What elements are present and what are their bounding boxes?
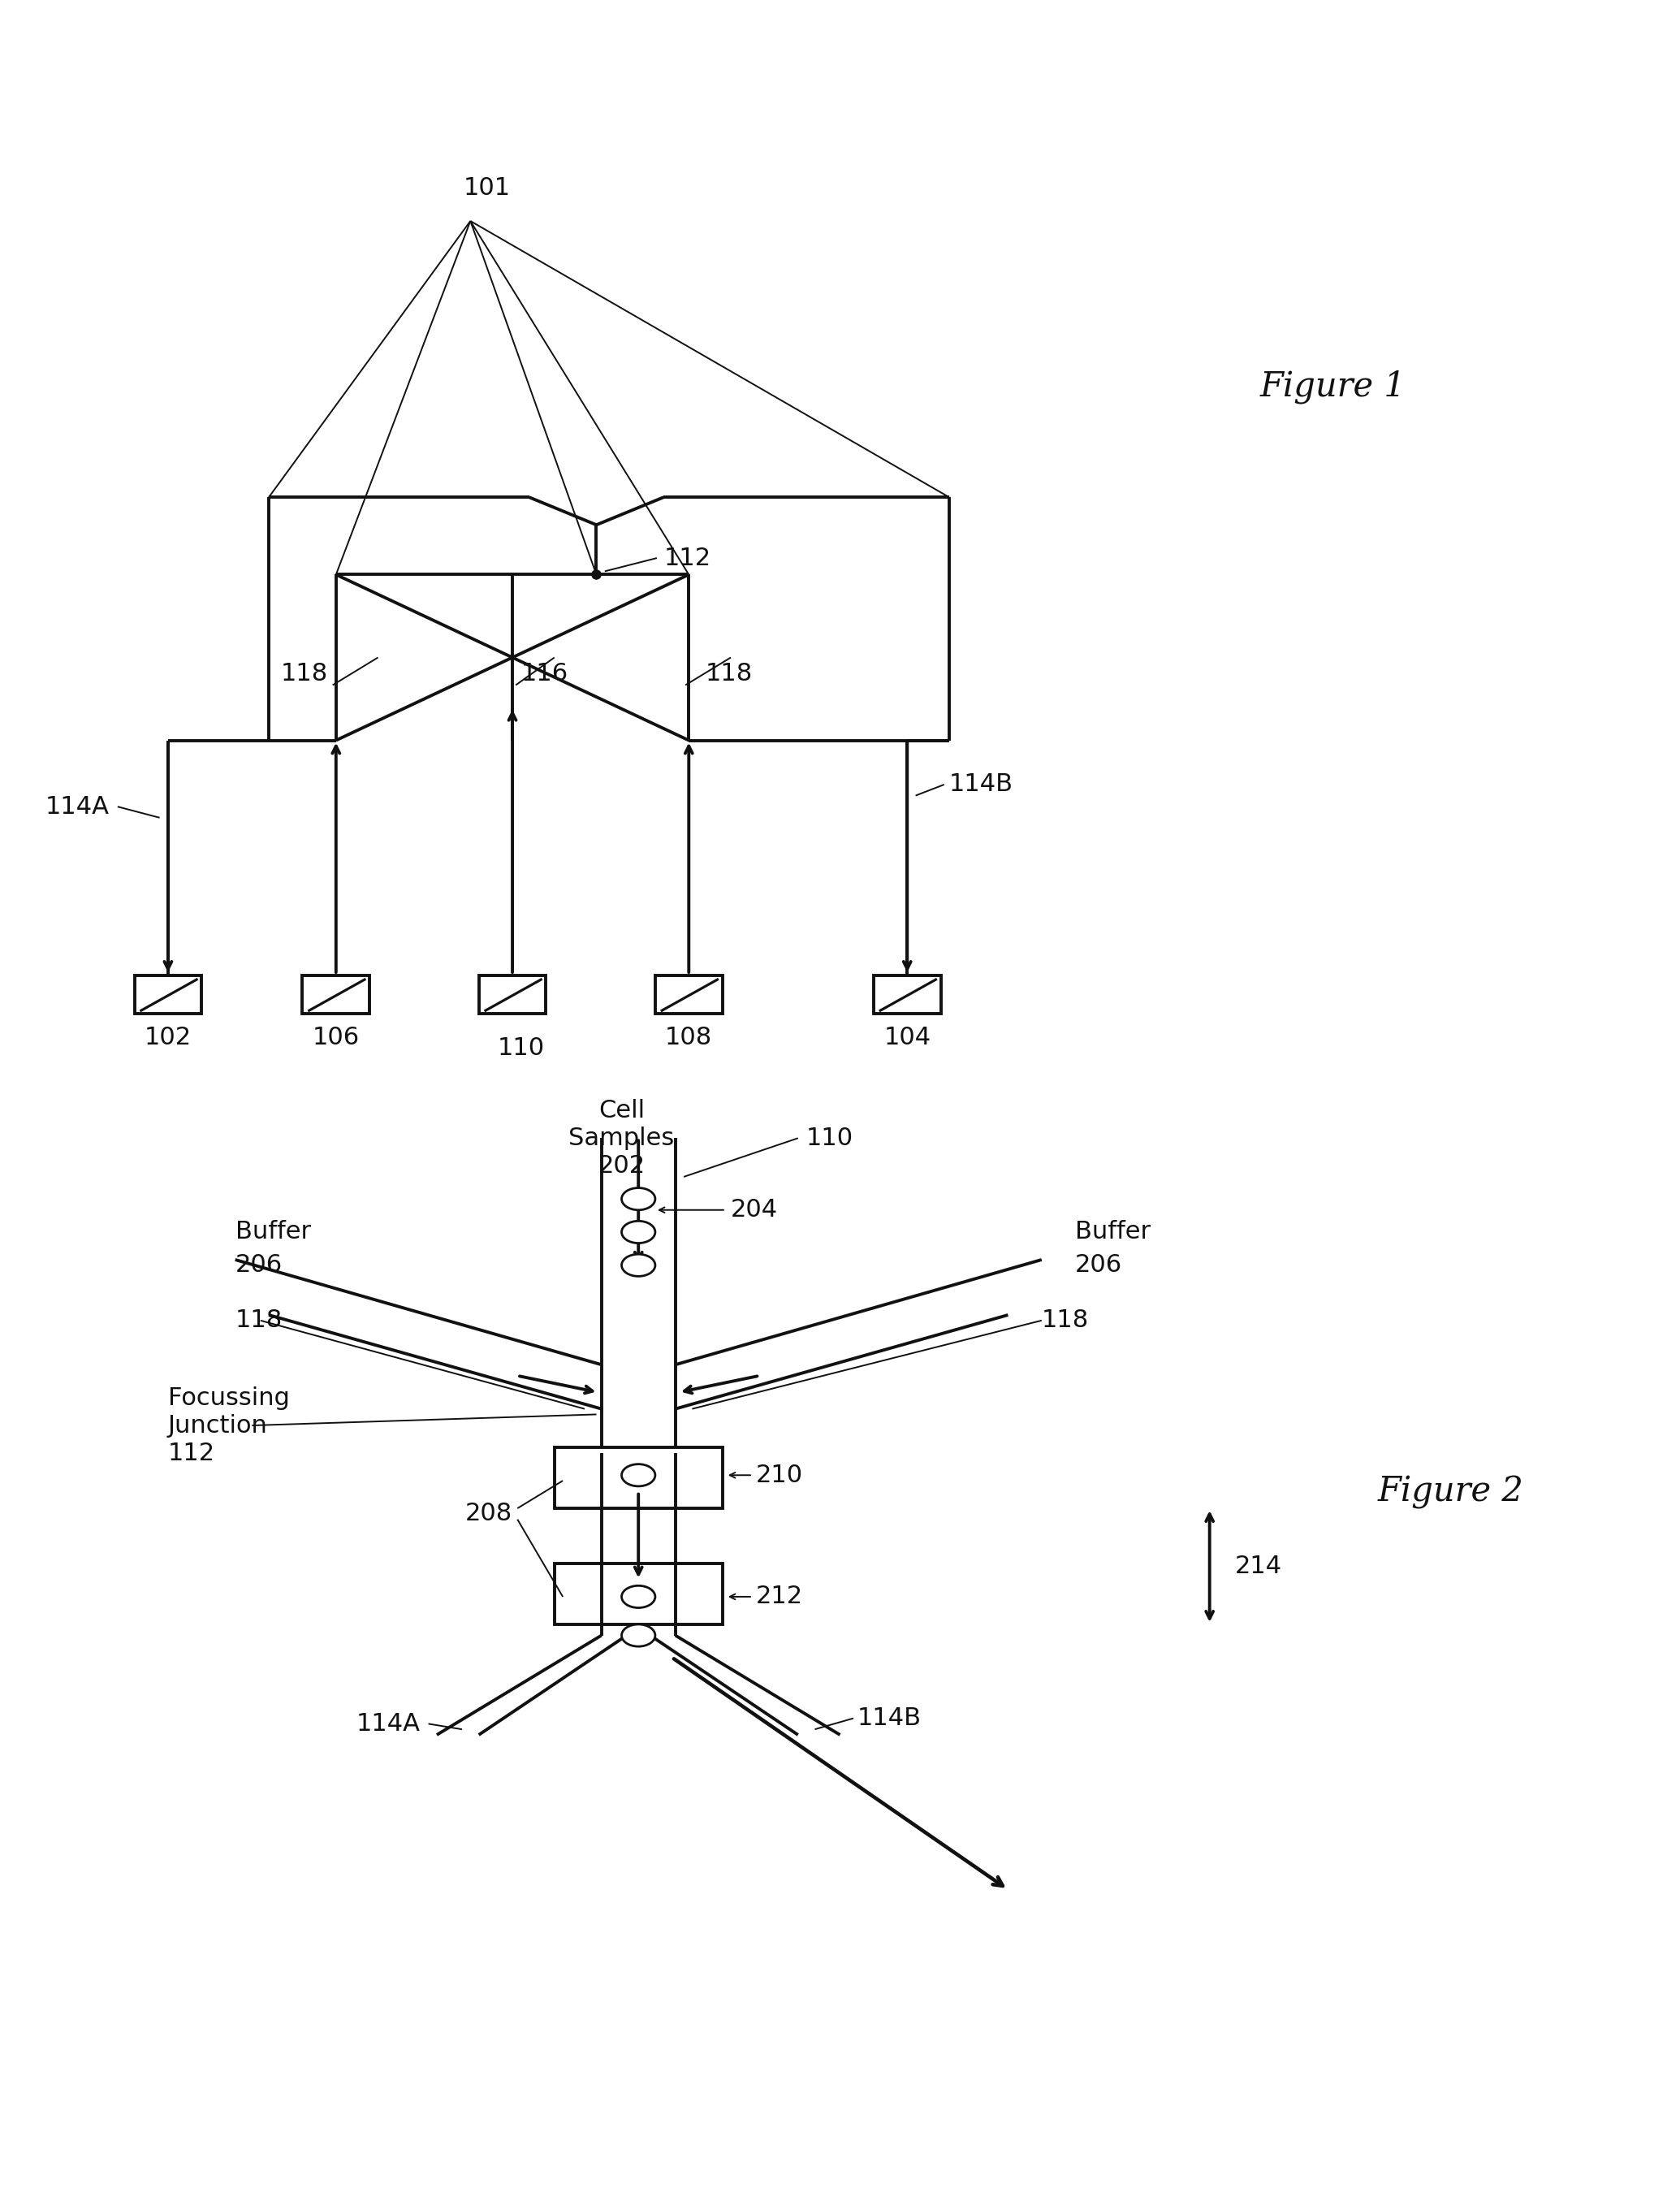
Text: Junction: Junction: [168, 1414, 267, 1436]
Text: 118: 118: [1042, 1308, 1089, 1333]
Circle shape: [622, 1624, 655, 1646]
Text: 204: 204: [731, 1198, 778, 1222]
Text: 212: 212: [756, 1585, 803, 1609]
Text: 112: 112: [664, 546, 711, 570]
Text: 112: 112: [168, 1441, 215, 1465]
Text: 110: 110: [806, 1127, 853, 1149]
Text: 114B: 114B: [949, 773, 1013, 796]
Text: 118: 118: [706, 663, 753, 685]
Text: Cell: Cell: [598, 1098, 645, 1123]
Bar: [655, 975, 722, 1014]
Circle shape: [622, 1255, 655, 1277]
Text: Figure 2: Figure 2: [1378, 1474, 1524, 1509]
Circle shape: [622, 1463, 655, 1485]
Text: 118: 118: [235, 1308, 282, 1333]
Circle shape: [622, 1220, 655, 1242]
Text: 101: 101: [464, 177, 511, 199]
Bar: [479, 975, 546, 1014]
Text: 108: 108: [665, 1025, 712, 1050]
Text: 110: 110: [497, 1036, 544, 1061]
Text: Samples: Samples: [570, 1127, 674, 1149]
Text: Figure 1: Figure 1: [1260, 369, 1406, 404]
Text: 214: 214: [1235, 1554, 1282, 1578]
Text: 202: 202: [598, 1154, 645, 1178]
Text: Buffer: Buffer: [235, 1220, 311, 1244]
Text: 114A: 114A: [45, 796, 109, 818]
Text: 114A: 114A: [356, 1713, 420, 1735]
Text: 106: 106: [312, 1025, 360, 1050]
Bar: [302, 975, 370, 1014]
Text: 206: 206: [235, 1253, 282, 1277]
Bar: [874, 975, 941, 1014]
Text: Buffer: Buffer: [1075, 1220, 1151, 1244]
Bar: [554, 1565, 722, 1624]
Text: Focussing: Focussing: [168, 1386, 289, 1410]
Text: 206: 206: [1075, 1253, 1122, 1277]
Circle shape: [622, 1187, 655, 1209]
Text: 104: 104: [884, 1025, 931, 1050]
Text: 102: 102: [144, 1025, 192, 1050]
Circle shape: [622, 1587, 655, 1609]
Text: 210: 210: [756, 1463, 803, 1487]
Text: 116: 116: [521, 663, 568, 685]
Text: 208: 208: [465, 1503, 512, 1525]
Text: 118: 118: [281, 663, 328, 685]
Bar: [554, 1448, 722, 1507]
Bar: [134, 975, 202, 1014]
Text: 114B: 114B: [857, 1706, 921, 1730]
